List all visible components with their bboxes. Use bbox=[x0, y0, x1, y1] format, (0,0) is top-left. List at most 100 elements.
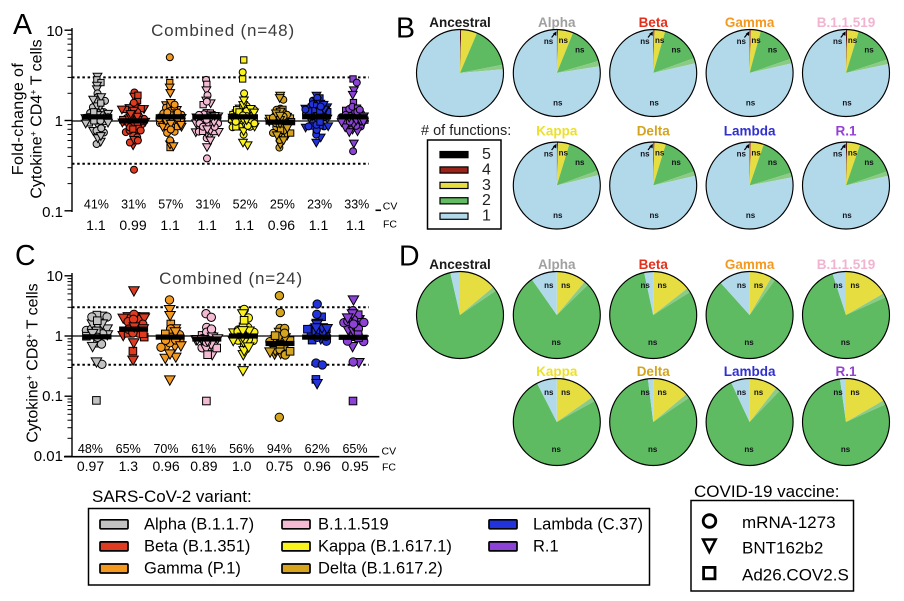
svg-text:1.0: 1.0 bbox=[232, 458, 252, 474]
svg-text:5: 5 bbox=[482, 146, 491, 163]
svg-text:R.1: R.1 bbox=[835, 124, 857, 139]
svg-text:Cytokine+ CD4+ T cells: Cytokine+ CD4+ T cells bbox=[29, 39, 46, 198]
svg-text:ns: ns bbox=[552, 445, 562, 454]
svg-text:ns: ns bbox=[648, 338, 658, 347]
svg-text:ns: ns bbox=[744, 338, 754, 347]
svg-text:ns: ns bbox=[641, 388, 651, 397]
svg-text:Lambda (C.37): Lambda (C.37) bbox=[533, 515, 643, 533]
svg-text:Gamma (P.1): Gamma (P.1) bbox=[144, 560, 241, 578]
svg-text:ns: ns bbox=[575, 158, 585, 167]
svg-text:Alpha (B.1.1.7): Alpha (B.1.1.7) bbox=[144, 515, 254, 533]
svg-text:ns: ns bbox=[553, 211, 563, 220]
svg-text:Delta: Delta bbox=[637, 364, 671, 379]
svg-text:Beta (B.1.351): Beta (B.1.351) bbox=[144, 537, 250, 555]
svg-text:ns: ns bbox=[842, 211, 852, 220]
svg-text:ns: ns bbox=[559, 149, 569, 158]
svg-text:Kappa: Kappa bbox=[536, 364, 578, 379]
svg-text:ns: ns bbox=[864, 158, 874, 167]
svg-text:ns: ns bbox=[841, 338, 851, 347]
svg-text:0.75: 0.75 bbox=[266, 458, 293, 474]
svg-text:0.96: 0.96 bbox=[268, 217, 295, 233]
svg-text:4: 4 bbox=[482, 161, 491, 178]
svg-text:ns: ns bbox=[768, 158, 778, 167]
svg-text:CV: CV bbox=[382, 446, 397, 458]
svg-text:ns: ns bbox=[848, 149, 858, 158]
svg-text:Combined (n=48): Combined (n=48) bbox=[151, 21, 295, 40]
svg-text:1.1: 1.1 bbox=[346, 217, 366, 233]
svg-text:Delta (B.1.617.2): Delta (B.1.617.2) bbox=[318, 560, 443, 578]
svg-text:ns: ns bbox=[640, 37, 650, 46]
svg-text:BNT162b2: BNT162b2 bbox=[742, 539, 823, 558]
svg-text:ns: ns bbox=[641, 281, 651, 290]
svg-text:COVID-19 vaccine:: COVID-19 vaccine: bbox=[694, 482, 840, 501]
svg-text:ns: ns bbox=[754, 281, 764, 290]
svg-text:R.1: R.1 bbox=[835, 364, 857, 379]
svg-text:ns: ns bbox=[655, 36, 665, 45]
svg-text:ns: ns bbox=[658, 281, 668, 290]
svg-text:ns: ns bbox=[842, 99, 852, 108]
svg-text:57%: 57% bbox=[158, 198, 183, 212]
svg-text:1.1: 1.1 bbox=[197, 217, 217, 233]
svg-text:ns: ns bbox=[864, 46, 874, 55]
svg-text:ns: ns bbox=[751, 149, 761, 158]
svg-text:ns: ns bbox=[850, 281, 860, 290]
svg-text:0.89: 0.89 bbox=[190, 458, 217, 474]
svg-text:Beta: Beta bbox=[639, 15, 669, 30]
svg-text:1.1: 1.1 bbox=[86, 217, 106, 233]
svg-text:ns: ns bbox=[848, 36, 858, 45]
svg-text:Gamma: Gamma bbox=[725, 15, 775, 30]
svg-text:ns: ns bbox=[746, 99, 756, 108]
svg-text:ns: ns bbox=[650, 99, 660, 108]
svg-text:ns: ns bbox=[737, 281, 747, 290]
svg-text:ns: ns bbox=[544, 281, 554, 290]
svg-text:0.1: 0.1 bbox=[42, 388, 63, 405]
svg-text:ns: ns bbox=[575, 46, 585, 55]
svg-text:ns: ns bbox=[737, 150, 747, 159]
svg-text:ns: ns bbox=[658, 388, 668, 397]
svg-text:FC: FC bbox=[383, 218, 397, 230]
svg-text:B.1.1.519: B.1.1.519 bbox=[817, 15, 876, 30]
svg-text:ns: ns bbox=[746, 211, 756, 220]
svg-text:0.96: 0.96 bbox=[304, 458, 331, 474]
svg-text:ns: ns bbox=[655, 149, 665, 158]
svg-text:10: 10 bbox=[46, 23, 63, 40]
svg-text:61%: 61% bbox=[191, 442, 216, 456]
svg-text:Beta: Beta bbox=[639, 257, 669, 272]
svg-text:ns: ns bbox=[544, 388, 554, 397]
svg-text:Kappa: Kappa bbox=[536, 124, 578, 139]
svg-text:ns: ns bbox=[544, 150, 554, 159]
svg-text:A: A bbox=[13, 9, 32, 41]
svg-text:# of functions:: # of functions: bbox=[421, 123, 511, 139]
svg-text:Kappa (B.1.617.1): Kappa (B.1.617.1) bbox=[318, 537, 452, 555]
svg-text:ns: ns bbox=[561, 281, 571, 290]
svg-text:ns: ns bbox=[833, 150, 843, 159]
svg-text:Ad26.COV2.S: Ad26.COV2.S bbox=[742, 566, 849, 585]
svg-text:ns: ns bbox=[648, 445, 658, 454]
svg-text:Lambda: Lambda bbox=[724, 364, 776, 379]
svg-text:94%: 94% bbox=[267, 442, 292, 456]
svg-text:Delta: Delta bbox=[637, 124, 671, 139]
svg-text:31%: 31% bbox=[121, 198, 146, 212]
svg-text:ns: ns bbox=[552, 338, 562, 347]
svg-text:ns: ns bbox=[754, 388, 764, 397]
svg-text:23%: 23% bbox=[307, 198, 332, 212]
svg-text:1: 1 bbox=[55, 328, 63, 345]
svg-text:B.1.1.519: B.1.1.519 bbox=[318, 515, 389, 533]
svg-text:Cytokine+ CD8+ T cells: Cytokine+ CD8+ T cells bbox=[25, 283, 42, 442]
svg-text:FC: FC bbox=[382, 462, 396, 474]
svg-text:1: 1 bbox=[482, 208, 491, 225]
svg-text:65%: 65% bbox=[342, 442, 367, 456]
svg-text:Alpha: Alpha bbox=[538, 257, 576, 272]
svg-text:R.1: R.1 bbox=[533, 537, 559, 555]
svg-text:ns: ns bbox=[841, 445, 851, 454]
svg-text:2: 2 bbox=[482, 192, 491, 209]
svg-text:0.95: 0.95 bbox=[341, 458, 368, 474]
svg-text:ns: ns bbox=[768, 46, 778, 55]
svg-text:CV: CV bbox=[383, 200, 398, 212]
svg-text:ns: ns bbox=[737, 388, 747, 397]
svg-text:3: 3 bbox=[482, 177, 491, 194]
svg-text:41%: 41% bbox=[84, 198, 109, 212]
svg-text:ns: ns bbox=[751, 36, 761, 45]
svg-text:31%: 31% bbox=[195, 198, 220, 212]
svg-text:1.1: 1.1 bbox=[309, 217, 329, 233]
